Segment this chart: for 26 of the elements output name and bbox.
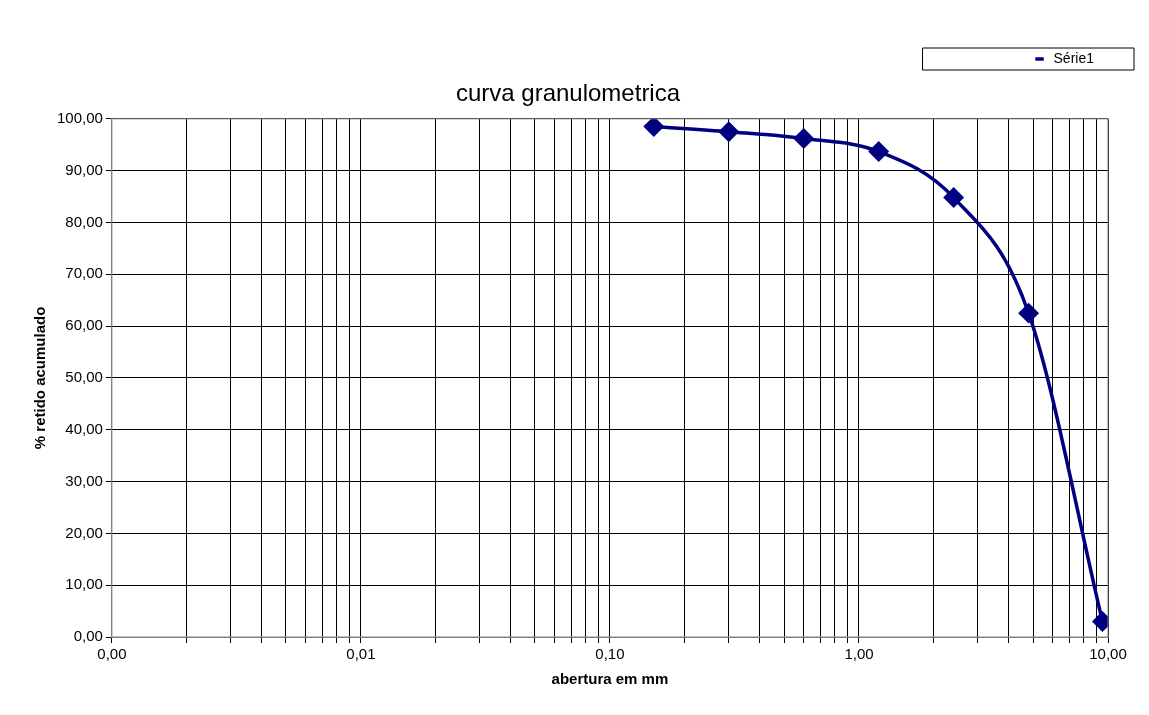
y-tick-label: 60,00 bbox=[65, 316, 103, 334]
x-axis-title: abertura em mm bbox=[551, 670, 669, 688]
y-axis-title: % retido acumulado bbox=[31, 306, 49, 450]
y-tick-label: 20,00 bbox=[65, 523, 103, 541]
y-tick-label: 50,00 bbox=[65, 368, 103, 386]
x-tick-label: 1,00 bbox=[844, 645, 874, 663]
point bbox=[943, 187, 964, 208]
y-tick-label: 30,00 bbox=[65, 471, 103, 489]
x-tick-label: 10,00 bbox=[1089, 645, 1127, 663]
y-tick-label: 90,00 bbox=[65, 160, 103, 178]
x-tick-label: 0,00 bbox=[97, 645, 127, 663]
x-tick-label: 0,10 bbox=[595, 645, 625, 663]
chart-title: curva granulometrica bbox=[455, 79, 681, 107]
y-tick-label: 80,00 bbox=[65, 212, 103, 230]
point bbox=[868, 141, 889, 162]
y-tick-label: 100,00 bbox=[56, 108, 103, 126]
point bbox=[793, 128, 814, 149]
point bbox=[644, 118, 664, 137]
point bbox=[1018, 303, 1039, 323]
y-tick-label: 40,00 bbox=[65, 419, 103, 437]
point bbox=[719, 122, 739, 142]
y-tick-label: 10,00 bbox=[65, 575, 103, 593]
y-tick-label: 70,00 bbox=[65, 264, 103, 282]
x-tick-label: 0,01 bbox=[346, 645, 376, 663]
y-tick-label: 0,00 bbox=[73, 627, 103, 645]
legend-label: Série1 bbox=[1053, 49, 1095, 66]
